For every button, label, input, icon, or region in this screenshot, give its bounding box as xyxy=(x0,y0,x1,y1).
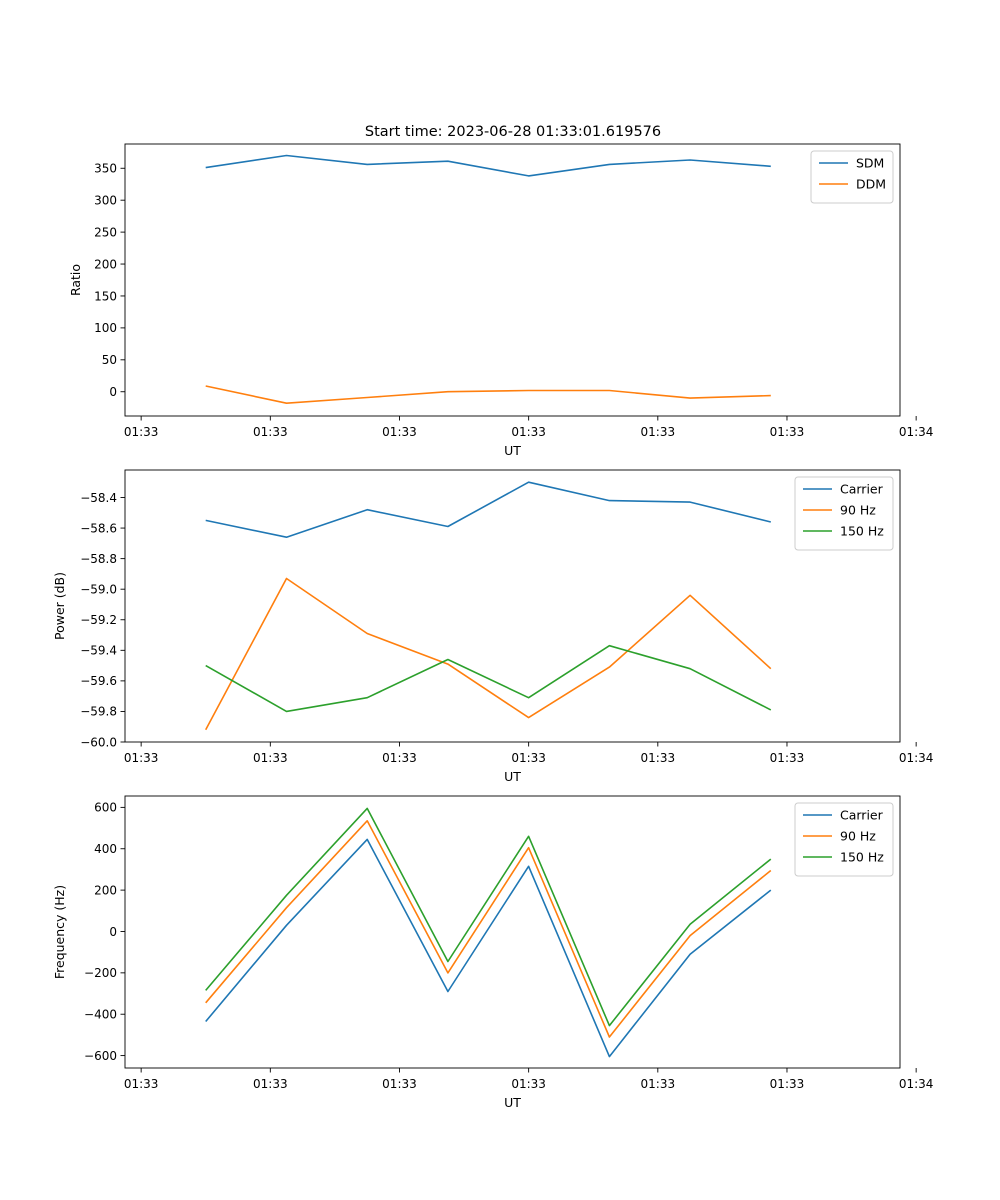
y-tick-label: −59.6 xyxy=(80,674,117,688)
subplot-1: 01:33 01:33 01:33 01:33 01:33 01:33 01:34 0 50 10… xyxy=(68,143,934,458)
y-tick-label: −58.6 xyxy=(80,521,117,535)
x-tick-label: 01:33 xyxy=(770,1077,805,1091)
legend-entry: 150 Hz xyxy=(840,849,884,864)
series-line-ddm xyxy=(205,385,771,405)
y-tick-label: −59.8 xyxy=(80,705,117,719)
y-tick-label: 200 xyxy=(94,883,117,897)
x-tick-label: 01:33 xyxy=(382,751,417,765)
y-tick-label: −600 xyxy=(84,1049,117,1063)
x-tick-label: 01:33 xyxy=(641,1077,676,1091)
x-tick-label: 01:34 xyxy=(899,425,934,439)
x-tick-label: 01:33 xyxy=(511,751,546,765)
x-tick-label: 01:34 xyxy=(899,1077,934,1091)
y-tick-label: −200 xyxy=(84,966,117,980)
y-tick-label: 150 xyxy=(94,289,117,303)
y-axis-label: Frequency (Hz) xyxy=(52,885,67,979)
subplots: 01:33 01:33 01:33 01:33 01:33 01:33 01:34 0 50 10… xyxy=(52,143,934,1110)
y-axis-label: Power (dB) xyxy=(52,572,67,640)
legend-entry: 90 Hz xyxy=(840,502,876,517)
x-tick-label: 01:33 xyxy=(253,1077,288,1091)
subplot-3: 01:33 01:33 01:33 01:33 01:33 01:33 01:34 −600 −… xyxy=(52,795,934,1110)
y-tick-label: −400 xyxy=(84,1008,117,1022)
plot-frame xyxy=(124,469,901,743)
series-line-150-hz xyxy=(205,644,772,713)
y-tick-label: −59.0 xyxy=(80,582,117,596)
series-line-carrier xyxy=(205,481,771,539)
y-tick-label: −58.8 xyxy=(80,552,117,566)
x-axis-label: UT xyxy=(504,443,521,458)
y-tick-label: 300 xyxy=(94,193,117,207)
legend-entry: SDM xyxy=(856,155,884,170)
x-tick-label: 01:33 xyxy=(641,751,676,765)
x-tick-label: 01:33 xyxy=(253,751,288,765)
x-tick-label: 01:33 xyxy=(770,425,805,439)
x-tick-label: 01:33 xyxy=(770,751,805,765)
subplot-2: 01:33 01:33 01:33 01:33 01:33 01:33 01:34 −60.0… xyxy=(52,469,934,784)
plot-frame xyxy=(124,795,901,1069)
y-tick-label: −60.0 xyxy=(80,735,117,749)
y-tick-label: 250 xyxy=(94,225,117,239)
y-tick-label: 100 xyxy=(94,321,117,335)
legend: Carrier 90 Hz 150 Hz xyxy=(794,802,894,877)
legend-entry: Carrier xyxy=(840,481,884,496)
x-tick-label: 01:33 xyxy=(124,751,159,765)
y-tick-label: 50 xyxy=(102,353,117,367)
x-tick-label: 01:34 xyxy=(899,751,934,765)
legend-entry: Carrier xyxy=(840,807,884,822)
x-tick-label: 01:33 xyxy=(124,425,159,439)
series-line-150-hz xyxy=(205,807,772,1027)
x-tick-label: 01:33 xyxy=(253,425,288,439)
y-axis-label: Ratio xyxy=(68,264,83,296)
x-tick-label: 01:33 xyxy=(124,1077,159,1091)
y-tick-label: −59.4 xyxy=(80,644,117,658)
y-tick-label: 400 xyxy=(94,842,117,856)
legend-entry: DDM xyxy=(856,176,886,191)
series-line-sdm xyxy=(205,154,771,177)
x-tick-label: 01:33 xyxy=(511,425,546,439)
y-tick-label: 0 xyxy=(109,385,117,399)
legend-entry: 150 Hz xyxy=(840,523,884,538)
y-tick-label: 200 xyxy=(94,257,117,271)
x-axis-label: UT xyxy=(504,769,521,784)
x-tick-label: 01:33 xyxy=(641,425,676,439)
series-line-90-hz xyxy=(205,819,772,1038)
legend: Carrier 90 Hz 150 Hz xyxy=(794,476,894,551)
y-tick-label: 600 xyxy=(94,801,117,815)
x-axis-label: UT xyxy=(504,1095,521,1110)
x-tick-label: 01:33 xyxy=(382,1077,417,1091)
x-tick-label: 01:33 xyxy=(511,1077,546,1091)
series-line-carrier xyxy=(205,838,772,1058)
y-tick-label: 350 xyxy=(94,162,117,176)
legend-entry: 90 Hz xyxy=(840,828,876,843)
x-tick-label: 01:33 xyxy=(382,425,417,439)
legend-box xyxy=(810,150,894,204)
plot-frame xyxy=(124,143,901,417)
legend: SDM DDM xyxy=(810,150,894,204)
series-line-90-hz xyxy=(204,577,772,731)
y-tick-label: −59.2 xyxy=(80,613,117,627)
figure-title: Start time: 2023-06-28 01:33:01.619576 xyxy=(365,124,661,140)
y-tick-label: 0 xyxy=(109,925,117,939)
y-tick-label: −58.4 xyxy=(80,491,117,505)
